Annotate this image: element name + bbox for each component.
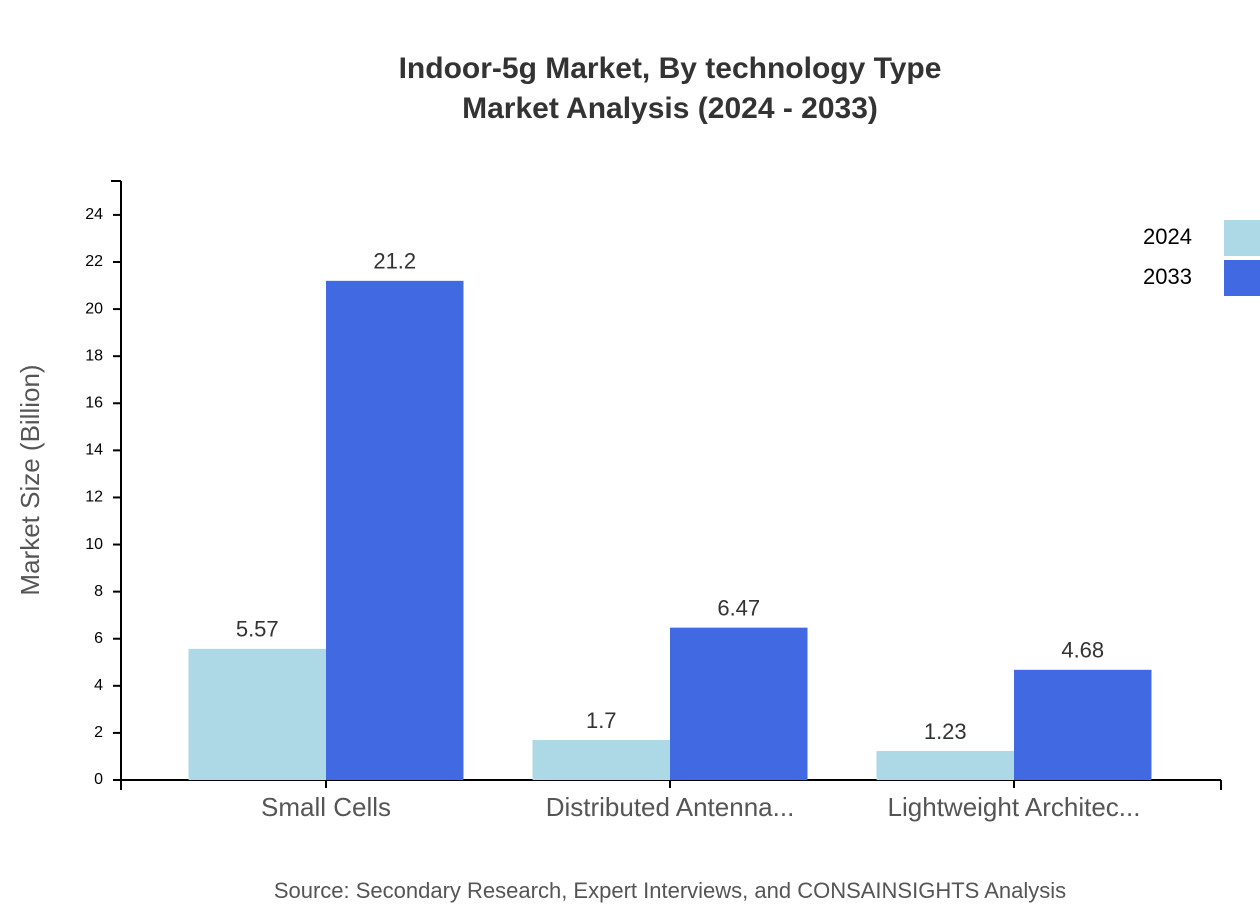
y-tick-label: 20 [85, 300, 103, 317]
source-note: Source: Secondary Research, Expert Inter… [274, 878, 1066, 903]
chart-subtitle: Market Analysis (2024 - 2033) [462, 92, 878, 125]
value-label: 1.7 [586, 708, 617, 733]
y-tick-label: 18 [85, 347, 103, 364]
y-tick-label: 4 [94, 677, 103, 694]
legend-swatch [1224, 260, 1260, 296]
y-tick-label: 14 [85, 442, 103, 459]
y-tick-label: 24 [85, 206, 103, 223]
value-label: 1.23 [924, 719, 967, 744]
y-tick-label: 0 [94, 771, 103, 788]
bar [532, 739, 670, 780]
bar [876, 751, 1014, 780]
bar [188, 648, 326, 780]
value-label: 4.68 [1061, 638, 1104, 663]
y-tick-label: 6 [94, 630, 103, 647]
y-tick-label: 2 [94, 724, 103, 741]
x-tick-label: Small Cells [261, 792, 391, 822]
legend-label: 2033 [1143, 264, 1192, 289]
legend-swatch [1224, 220, 1260, 256]
bar [670, 627, 808, 780]
y-tick-label: 8 [94, 583, 103, 600]
value-label: 5.57 [236, 617, 279, 642]
y-tick-label: 10 [85, 536, 103, 553]
value-label: 6.47 [717, 595, 760, 620]
value-label: 21.2 [373, 249, 416, 274]
x-tick-label: Distributed Antenna... [546, 792, 795, 822]
legend-label: 2024 [1143, 224, 1192, 249]
y-tick-label: 12 [85, 489, 103, 506]
y-tick-label: 16 [85, 394, 103, 411]
y-axis-label: Market Size (Billion) [15, 364, 45, 595]
y-tick-label: 22 [85, 253, 103, 270]
chart-title: Indoor-5g Market, By technology Type [399, 52, 942, 85]
bar [326, 280, 464, 780]
bar [1014, 669, 1152, 780]
x-tick-label: Lightweight Architec... [888, 792, 1141, 822]
